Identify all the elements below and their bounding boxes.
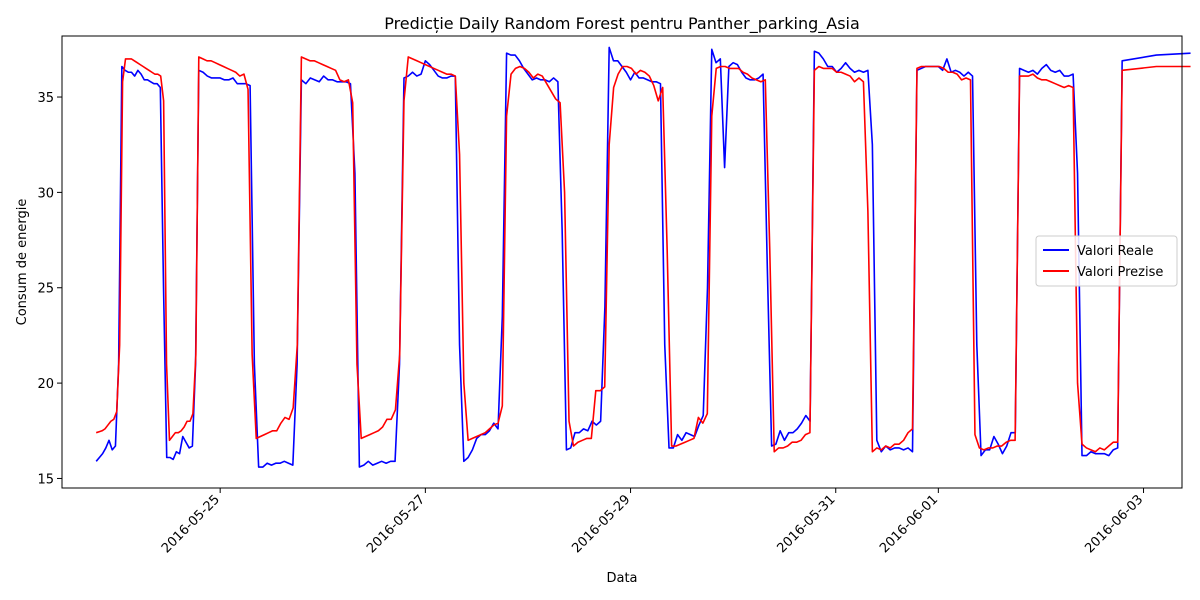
y-tick-label: 15 [37, 472, 54, 487]
series-line-2 [95, 56, 1191, 453]
series-line-1 [95, 46, 1191, 468]
legend-label-2: Valori Prezise [1077, 265, 1163, 280]
plot-frame [61, 35, 1183, 489]
y-tick-label: 35 [37, 91, 54, 106]
plot-area [95, 46, 1191, 468]
y-axis: 15 20 25 30 35 [37, 91, 62, 487]
y-tick-label: 30 [37, 186, 54, 201]
legend: Valori Reale Valori Prezise [1035, 235, 1178, 287]
y-axis-label: Consum de energie [15, 199, 30, 326]
legend-box [1035, 235, 1178, 287]
legend-label-1: Valori Reale [1077, 244, 1154, 259]
y-tick-label: 20 [37, 377, 54, 392]
y-tick-label: 25 [37, 282, 54, 297]
chart-title: Predicție Daily Random Forest pentru Pan… [384, 14, 860, 34]
x-axis-label: Data [606, 571, 637, 586]
